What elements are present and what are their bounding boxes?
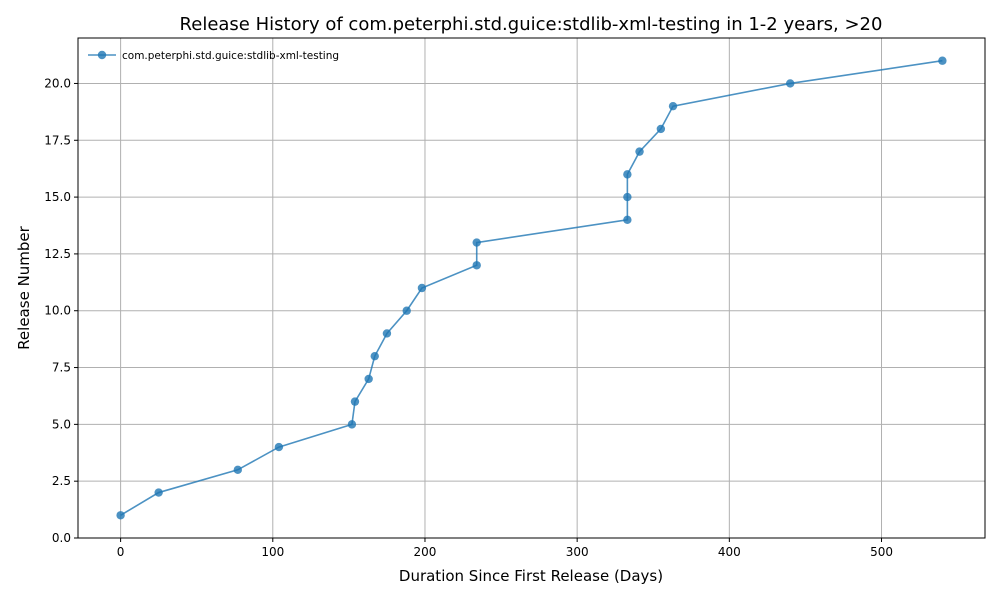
data-point bbox=[382, 329, 392, 338]
x-axis-label: Duration Since First Release (Days) bbox=[399, 567, 663, 585]
y-tick-label: 0.0 bbox=[52, 531, 71, 545]
y-tick-label: 10.0 bbox=[44, 304, 71, 318]
data-point bbox=[786, 79, 795, 88]
x-axis-ticks: 0 100 200 300 400 500 bbox=[117, 538, 893, 559]
chart-title: Release History of com.peterphi.std.guic… bbox=[180, 14, 883, 35]
legend-label: com.peterphi.std.guice:stdlib-xml-testin… bbox=[122, 50, 339, 62]
y-axis-label: Release Number bbox=[15, 225, 33, 349]
x-tick-label: 200 bbox=[414, 545, 437, 559]
data-point bbox=[364, 374, 373, 384]
data-point bbox=[370, 351, 379, 361]
y-tick-label: 17.5 bbox=[44, 133, 71, 147]
x-tick-label: 300 bbox=[566, 545, 589, 559]
y-tick-label: 2.5 bbox=[52, 474, 71, 488]
data-point bbox=[417, 283, 427, 293]
data-point bbox=[347, 420, 357, 429]
data-point bbox=[668, 101, 678, 111]
series-line bbox=[120, 59, 943, 516]
data-point bbox=[472, 238, 481, 247]
y-tick-label: 5.0 bbox=[52, 417, 71, 431]
data-point bbox=[154, 488, 163, 497]
series-layer bbox=[116, 56, 947, 520]
data-point bbox=[472, 261, 481, 270]
x-tick-label: 400 bbox=[718, 545, 741, 559]
grid-lines bbox=[78, 38, 985, 539]
data-point bbox=[116, 511, 125, 520]
data-point bbox=[635, 147, 644, 156]
data-point bbox=[938, 56, 947, 65]
x-tick-label: 100 bbox=[261, 545, 284, 559]
data-point bbox=[402, 306, 411, 315]
y-tick-label: 20.0 bbox=[44, 76, 71, 90]
y-tick-label: 7.5 bbox=[52, 361, 71, 375]
data-point bbox=[623, 170, 632, 179]
y-axis-ticks: 0.0 2.5 5.0 7.5 10.0 12.5 15.0 17.5 20.0 bbox=[44, 76, 78, 545]
data-point bbox=[656, 124, 666, 134]
y-tick-label: 15.0 bbox=[44, 190, 71, 204]
x-tick-label: 500 bbox=[870, 545, 893, 559]
data-point bbox=[350, 397, 360, 406]
y-tick-label: 12.5 bbox=[44, 247, 71, 261]
data-point bbox=[233, 465, 242, 475]
legend-marker bbox=[97, 50, 107, 60]
data-point bbox=[274, 442, 284, 452]
x-tick-label: 0 bbox=[117, 545, 125, 559]
plot-frame bbox=[77, 37, 986, 539]
data-point bbox=[623, 192, 632, 202]
legend: com.peterphi.std.guice:stdlib-xml-testin… bbox=[88, 50, 339, 62]
data-point bbox=[623, 215, 632, 225]
